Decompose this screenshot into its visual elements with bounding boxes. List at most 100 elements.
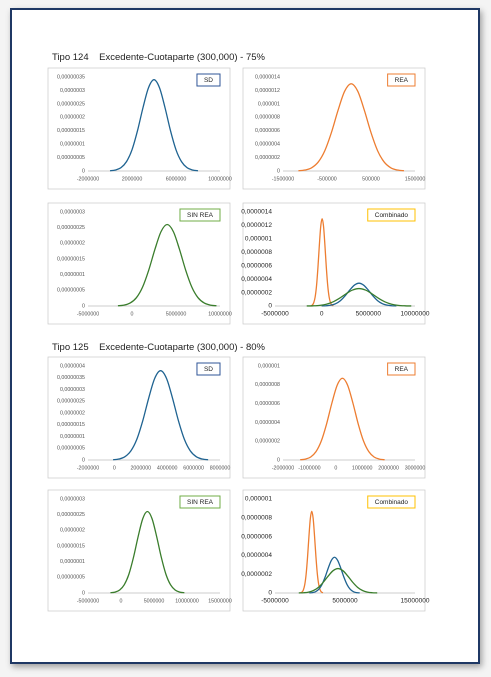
- chart-frame: [47, 202, 231, 325]
- x-tick-label: 15000000: [208, 598, 232, 604]
- y-tick-label: 0,0000002: [255, 155, 280, 161]
- chart-label-box: [179, 208, 221, 222]
- x-tick-label: -1000000: [298, 465, 320, 471]
- chart: 0 0,0000002 0,0000004 0,0000006 0,0000008 0,0…: [242, 356, 426, 479]
- y-tick-label: 0,0000002: [60, 241, 85, 247]
- chart: 0 0,00000005 0,0000001 0,00000015 0,0000002 0…: [47, 356, 231, 479]
- x-tick-label: 2000000: [378, 465, 399, 471]
- chart: 0 0,00000005 0,0000001 0,00000015 0,0000002 0…: [47, 202, 232, 325]
- y-tick-label: 0,0000014: [241, 209, 272, 216]
- x-tick-label: 8000000: [210, 465, 231, 471]
- x-tick-label: 5000000: [356, 311, 382, 318]
- y-tick-label: 0,00000025: [57, 399, 85, 405]
- y-tick-label: 0,0000001: [60, 272, 85, 278]
- y-tick-label: 0,0000002: [255, 439, 280, 445]
- y-tick-label: 0,0000001: [60, 142, 85, 148]
- y-tick-label: 0,0000006: [255, 128, 280, 134]
- chart-frame: [242, 356, 426, 479]
- chart-label: SIN REA: [187, 499, 214, 506]
- y-tick-label: 0,00000025: [57, 512, 85, 518]
- chart-label: Combinado: [375, 212, 409, 219]
- y-tick-label: 0,0000002: [60, 115, 85, 121]
- line-series: [300, 377, 385, 461]
- y-tick-label: 0: [82, 168, 85, 174]
- y-tick-label: 0: [268, 303, 272, 310]
- x-tick-label: 2000000: [122, 176, 143, 182]
- x-tick-label: 0: [334, 465, 337, 471]
- x-tick-label: 10000000: [175, 598, 199, 604]
- x-tick-label: 15000000: [401, 598, 430, 605]
- y-tick-label: 0,000001: [258, 363, 280, 369]
- y-tick-label: 0: [277, 457, 280, 463]
- line-series: [109, 79, 199, 172]
- y-tick-label: 0,00000035: [57, 74, 85, 80]
- y-tick-label: 0,00000005: [57, 446, 85, 452]
- y-tick-label: 0,0000008: [255, 115, 280, 121]
- y-tick-label: 0,0000012: [241, 222, 272, 229]
- chart-label-box: [196, 73, 221, 87]
- chart-label-box: [367, 208, 416, 222]
- x-tick-label: 3000000: [405, 465, 426, 471]
- y-tick-label: 0,0000004: [255, 420, 280, 426]
- x-tick-label: -5000000: [261, 311, 289, 318]
- line-series: [113, 370, 209, 461]
- y-tick-label: 0,0000008: [255, 382, 280, 388]
- line-series: [298, 567, 378, 594]
- chart-label: REA: [395, 77, 409, 84]
- y-tick-label: 0,0000002: [60, 410, 85, 416]
- y-tick-label: 0,0000004: [241, 552, 272, 559]
- y-tick-label: 0,0000006: [241, 533, 272, 540]
- chart: 0 0,0000002 0,0000004 0,0000006 0,0000008 0,0…: [241, 489, 430, 612]
- x-tick-label: -2000000: [272, 465, 294, 471]
- x-tick-label: -2000000: [77, 465, 99, 471]
- y-tick-label: 0,0000004: [241, 276, 272, 283]
- x-tick-label: 0: [131, 311, 134, 317]
- y-tick-label: 0,0000008: [241, 515, 272, 522]
- x-tick-label: 2000000: [130, 465, 151, 471]
- chart: 0 0,00000005 0,0000001 0,00000015 0,0000002 0…: [47, 67, 232, 190]
- y-tick-label: 0,00000005: [57, 155, 85, 161]
- chart-frame: [242, 489, 426, 612]
- line-series: [306, 287, 412, 307]
- x-tick-label: -2000000: [77, 176, 99, 182]
- chart-label-box: [387, 362, 416, 376]
- chart-label: SD: [204, 366, 213, 373]
- x-tick-label: 1500000: [405, 176, 426, 182]
- x-tick-label: -5000000: [77, 598, 99, 604]
- x-tick-label: 0: [113, 465, 116, 471]
- chart-label-box: [196, 362, 221, 376]
- y-tick-label: 0,00000025: [57, 225, 85, 231]
- section-heading: Tipo 124 Excedente-Cuotaparte (300,000) …: [52, 52, 265, 63]
- chart-frame: [47, 489, 231, 612]
- line-series: [110, 510, 185, 594]
- y-tick-label: 0,0000002: [241, 289, 272, 296]
- y-tick-label: 0,0000002: [241, 571, 272, 578]
- x-tick-label: 10000000: [208, 311, 232, 317]
- x-tick-label: 5000000: [144, 598, 165, 604]
- y-tick-label: 0: [82, 303, 85, 309]
- x-tick-label: 6000000: [166, 176, 187, 182]
- section-heading: Tipo 125 Excedente-Cuotaparte (300,000) …: [52, 342, 265, 353]
- line-series: [117, 223, 217, 307]
- y-tick-label: 0,0000003: [60, 496, 85, 502]
- y-tick-label: 0: [277, 168, 280, 174]
- x-tick-label: 1000000: [352, 465, 373, 471]
- y-tick-label: 0: [82, 590, 85, 596]
- line-series: [321, 282, 397, 307]
- chart-label-box: [367, 495, 416, 509]
- y-tick-label: 0,0000006: [255, 401, 280, 407]
- y-tick-label: 0,000001: [245, 236, 272, 243]
- x-tick-label: 10000000: [208, 176, 232, 182]
- chart-label: REA: [395, 366, 409, 373]
- x-tick-label: -5000000: [77, 311, 99, 317]
- chart-label: Combinado: [375, 499, 409, 506]
- chart-frame: [47, 67, 231, 190]
- chart: 0 0,00000005 0,0000001 0,00000015 0,0000002 0…: [47, 489, 232, 612]
- line-series: [309, 556, 360, 594]
- y-tick-label: 0,0000002: [60, 528, 85, 534]
- y-tick-label: 0,0000012: [255, 88, 280, 94]
- y-tick-label: 0: [268, 590, 272, 597]
- y-tick-label: 0,00000025: [57, 101, 85, 107]
- x-tick-label: 0: [120, 598, 123, 604]
- chart-label-box: [387, 73, 416, 87]
